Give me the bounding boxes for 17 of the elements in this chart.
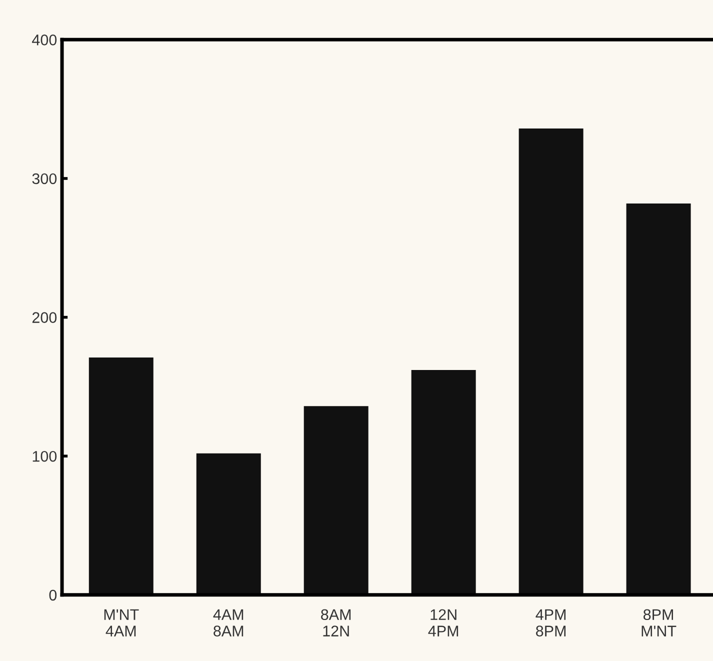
x-tick-label: 4AM 8AM [213, 609, 244, 636]
bar [196, 453, 261, 595]
x-tick-label: 4PM 8PM [536, 609, 566, 636]
x-tick-label: 12N 4PM [428, 609, 458, 636]
bar [88, 358, 154, 595]
bar [518, 128, 584, 595]
x-tick-label: 8AM 12N [321, 609, 351, 636]
y-tick-label: 300 [32, 173, 57, 184]
y-tick-label: 100 [32, 450, 57, 462]
y-tick-label: 400 [32, 34, 57, 46]
bar [304, 406, 368, 595]
y-tick-label: 200 [32, 312, 57, 323]
y-tick-label: 0 [49, 590, 57, 601]
x-tick-label: M'NT 4AM [104, 609, 139, 636]
bar [626, 203, 691, 595]
x-tick-label: 8PM M'NT [642, 609, 676, 636]
bar [411, 370, 476, 595]
